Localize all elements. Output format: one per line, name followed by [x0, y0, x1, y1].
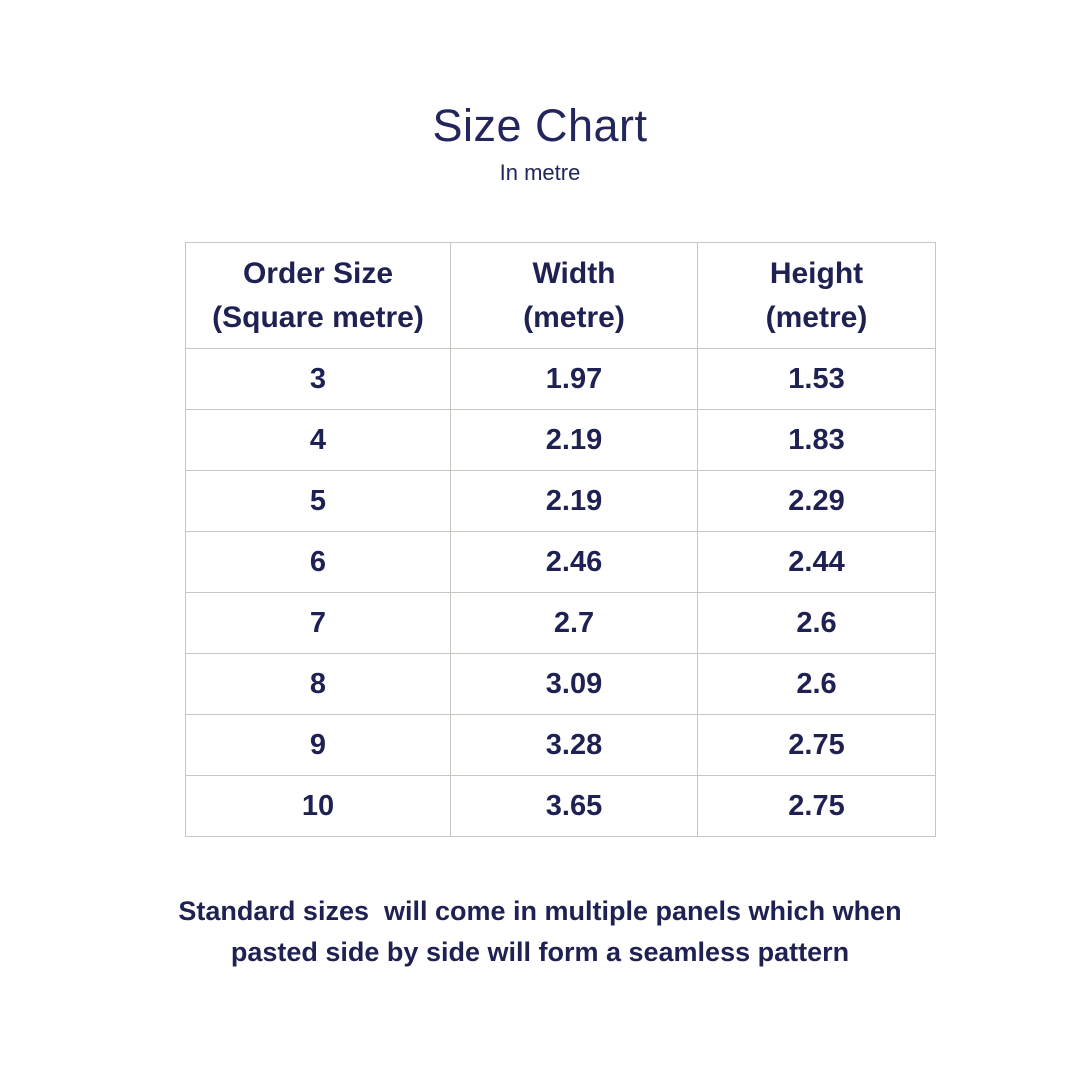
height-cell: 1.83	[697, 409, 936, 471]
column-title: Height	[769, 256, 864, 290]
order-size-cell: 9	[185, 714, 451, 776]
table-header: Order Size (Square metre) Width (metre) …	[185, 242, 936, 349]
column-header-width: Width (metre)	[450, 242, 698, 349]
footer-note-line: Standard sizes will come in multiple pan…	[178, 896, 902, 926]
order-size-cell: 7	[185, 592, 451, 654]
table-body: 3 1.97 1.53 4 2.19 1.83 5 2.19 2.29 6 2.…	[185, 348, 936, 837]
order-size-cell: 6	[185, 531, 451, 593]
column-header-height: Height (metre)	[697, 242, 936, 349]
width-cell: 3.28	[450, 714, 698, 776]
column-unit: (metre)	[765, 300, 868, 334]
table-row: 5 2.19 2.29	[185, 470, 936, 532]
width-cell: 2.19	[450, 470, 698, 532]
page-title: Size Chart	[432, 100, 648, 151]
table-header-row: Order Size (Square metre) Width (metre) …	[185, 242, 936, 349]
height-cell: 2.75	[697, 775, 936, 837]
width-cell: 3.65	[450, 775, 698, 837]
order-size-cell: 4	[185, 409, 451, 471]
order-size-cell: 5	[185, 470, 451, 532]
order-size-cell: 10	[185, 775, 451, 837]
column-title: Width	[532, 256, 616, 290]
table-row: 10 3.65 2.75	[185, 775, 936, 837]
table-row: 6 2.46 2.44	[185, 531, 936, 593]
column-unit: (Square metre)	[212, 300, 424, 334]
height-cell: 1.53	[697, 348, 936, 410]
order-size-cell: 8	[185, 653, 451, 715]
height-cell: 2.75	[697, 714, 936, 776]
table-row: 4 2.19 1.83	[185, 409, 936, 471]
width-cell: 2.19	[450, 409, 698, 471]
height-cell: 2.6	[697, 592, 936, 654]
height-cell: 2.44	[697, 531, 936, 593]
table-row: 9 3.28 2.75	[185, 714, 936, 776]
width-cell: 2.46	[450, 531, 698, 593]
width-cell: 3.09	[450, 653, 698, 715]
width-cell: 1.97	[450, 348, 698, 410]
footer-note: Standard sizes will come in multiple pan…	[0, 891, 1080, 973]
column-title: Order Size	[242, 256, 394, 290]
page-subtitle: In metre	[499, 160, 581, 185]
table-row: 3 1.97 1.53	[185, 348, 936, 410]
height-cell: 2.6	[697, 653, 936, 715]
size-chart-table: Order Size (Square metre) Width (metre) …	[185, 242, 936, 837]
table-row: 7 2.7 2.6	[185, 592, 936, 654]
height-cell: 2.29	[697, 470, 936, 532]
width-cell: 2.7	[450, 592, 698, 654]
footer-note-line: pasted side by side will form a seamless…	[230, 937, 850, 967]
column-unit: (metre)	[523, 300, 625, 334]
column-header-order-size: Order Size (Square metre)	[185, 242, 451, 349]
table-row: 8 3.09 2.6	[185, 653, 936, 715]
order-size-cell: 3	[185, 348, 451, 410]
